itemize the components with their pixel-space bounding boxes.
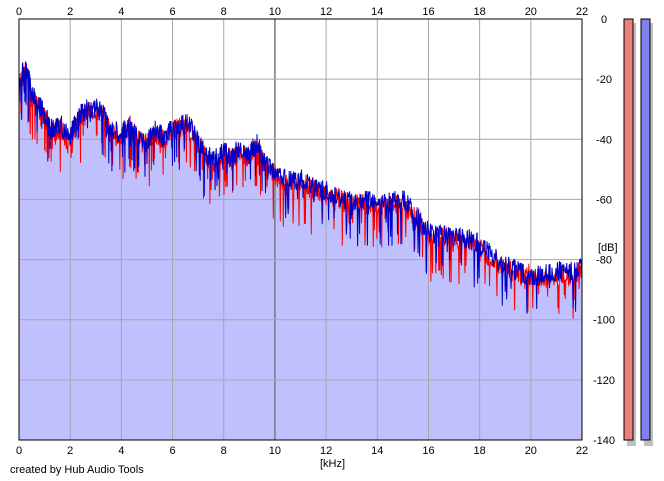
meter-right-channel: [640, 18, 651, 441]
x-tick-label-top: 4: [118, 6, 124, 18]
y-tick-labels: 0 -20 -40 -60 -80 -100 -120 -140: [593, 14, 615, 447]
x-tick-label-bottom: 18: [474, 445, 486, 457]
x-tick-labels-top: 0 2 4 6 8 10 12 14 16 18 20 22: [16, 6, 588, 18]
y-tick-label: -120: [593, 375, 615, 387]
x-axis-title: [kHz]: [320, 458, 345, 470]
y-tick-label: -60: [596, 194, 612, 206]
y-tick-label: -80: [596, 255, 612, 267]
meter-left-channel: [623, 18, 634, 441]
gridlines: [19, 19, 582, 440]
x-tick-label-bottom: 12: [320, 445, 332, 457]
series-right-channel-line: [18, 61, 583, 314]
y-tick-label: 0: [601, 14, 607, 26]
x-tick-label-top: 22: [576, 6, 588, 18]
spectrum-area-fill: [19, 61, 582, 441]
x-tick-label-bottom: 16: [422, 445, 434, 457]
y-tick-label: -20: [596, 74, 612, 86]
x-tick-labels-bottom: 0 2 4 6 8 10 12 14 16 18 20 22: [16, 445, 588, 457]
x-tick-label-bottom: 4: [118, 445, 124, 457]
plot-area: [19, 19, 582, 441]
y-tick-label: -140: [593, 435, 615, 447]
plot-frame: [18, 18, 583, 441]
y-tick-label: -100: [593, 315, 615, 327]
x-tick-label-top: 14: [371, 6, 383, 18]
y-tick-label: -40: [596, 134, 612, 146]
series-lines: [18, 61, 583, 319]
x-tick-label-bottom: 6: [169, 445, 175, 457]
x-tick-label-top: 20: [525, 6, 537, 18]
x-tick-label-bottom: 2: [67, 445, 73, 457]
x-tick-label-bottom: 0: [16, 445, 22, 457]
x-tick-label-top: 12: [320, 6, 332, 18]
y-axis-title: [dB]: [598, 242, 618, 254]
x-tick-label-bottom: 20: [525, 445, 537, 457]
x-tick-label-top: 2: [67, 6, 73, 18]
x-tick-label-top: 6: [169, 6, 175, 18]
x-tick-label-top: 16: [422, 6, 434, 18]
x-tick-label-bottom: 10: [269, 445, 281, 457]
x-tick-label-top: 8: [221, 6, 227, 18]
level-meters: [623, 18, 653, 446]
x-tick-label-top: 18: [474, 6, 486, 18]
x-tick-label-top: 10: [269, 6, 281, 18]
x-tick-label-bottom: 22: [576, 445, 588, 457]
x-tick-label-bottom: 14: [371, 445, 383, 457]
x-tick-label-bottom: 8: [221, 445, 227, 457]
plot-border: [18, 18, 583, 441]
credit-text: created by Hub Audio Tools: [10, 464, 144, 476]
x-tick-label-top: 0: [16, 6, 22, 18]
